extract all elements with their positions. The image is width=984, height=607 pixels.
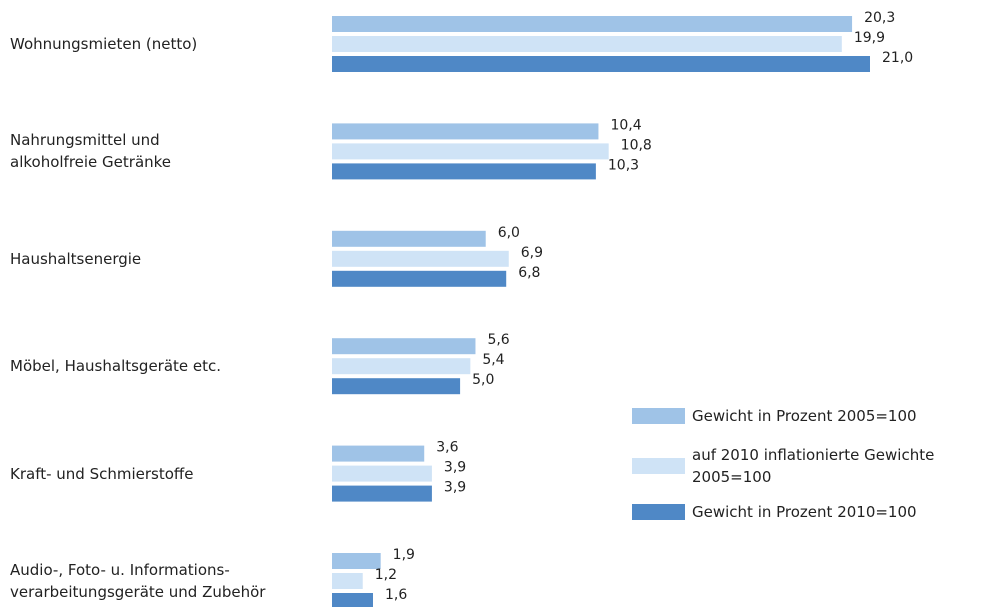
value-label: 5,0 [472, 372, 494, 388]
value-label: 10,8 [621, 137, 652, 153]
bar [332, 163, 596, 180]
bar [332, 250, 509, 267]
value-label: 3,9 [444, 480, 466, 496]
value-label: 19,9 [854, 30, 885, 46]
category-label: Kraft- und Schmierstoffe [10, 464, 194, 483]
legend-swatch [632, 504, 685, 520]
value-label: 6,8 [518, 265, 540, 281]
value-label: 10,3 [608, 157, 639, 173]
bar [332, 445, 425, 462]
value-label: 1,6 [385, 587, 407, 603]
value-label: 1,2 [375, 567, 397, 583]
legend-swatch [632, 408, 685, 424]
bar [332, 553, 381, 569]
bar [332, 465, 432, 482]
category-label: Nahrungsmittel und alkoholfreie Getränke [10, 131, 172, 172]
bar [332, 143, 609, 160]
value-label: 3,6 [436, 440, 458, 456]
category-label: Audio-, Foto- u. Informations- verarbeit… [10, 561, 266, 601]
bar [332, 378, 461, 395]
bar [332, 358, 471, 375]
value-label: 5,6 [487, 332, 509, 348]
value-label: 6,0 [498, 225, 520, 241]
bar [332, 485, 432, 502]
category-label: Haushaltsenergie [10, 249, 142, 268]
category-label: Möbel, Haushaltsgeräte etc. [10, 357, 222, 376]
value-label: 10,4 [610, 117, 641, 133]
bar [332, 338, 476, 355]
bar [332, 270, 507, 287]
legend-swatch [632, 458, 685, 474]
value-label: 5,4 [482, 352, 504, 368]
bar [332, 16, 853, 32]
value-label: 3,9 [444, 460, 466, 476]
bar [332, 36, 842, 52]
bar [332, 230, 486, 247]
bar [332, 123, 599, 140]
category-label: Wohnungsmieten (netto) [10, 35, 198, 53]
legend-label: Gewicht in Prozent 2010=100 [692, 503, 917, 521]
legend-label: Gewicht in Prozent 2005=100 [692, 407, 917, 425]
value-label: 21,0 [882, 50, 913, 66]
bar [332, 56, 870, 72]
value-label: 20,3 [864, 10, 895, 26]
legend-label: auf 2010 inflationierte Gewichte 2005=10… [692, 446, 935, 486]
bar [332, 593, 373, 607]
value-label: 6,9 [521, 245, 543, 261]
value-label: 1,9 [393, 547, 415, 563]
bar [332, 573, 363, 589]
